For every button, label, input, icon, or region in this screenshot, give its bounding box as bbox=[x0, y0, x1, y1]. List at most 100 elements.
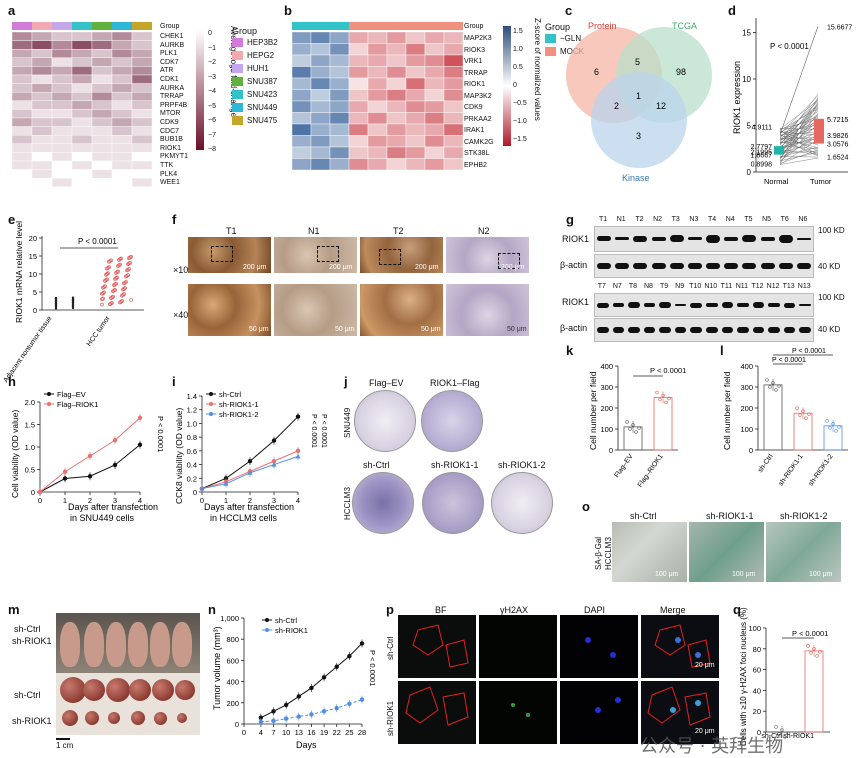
data-point bbox=[113, 277, 117, 281]
d-pvalue: P < 0.0001 bbox=[770, 42, 809, 51]
f-col-label: N1 bbox=[308, 226, 320, 236]
panel-letter-m: m bbox=[8, 602, 20, 617]
blot-band bbox=[721, 327, 734, 333]
heatmap-cell bbox=[91, 177, 113, 187]
legend-marker bbox=[209, 392, 213, 396]
tick-label: 1 bbox=[63, 496, 67, 505]
data-point bbox=[828, 426, 832, 430]
heatmap-cell bbox=[111, 66, 133, 76]
data-point bbox=[818, 650, 822, 654]
blot-band bbox=[690, 327, 702, 333]
data-point bbox=[661, 393, 665, 398]
gene-label: MTOR bbox=[160, 110, 181, 118]
lane-label: T8 bbox=[628, 283, 637, 290]
q-pvalue: P < 0.0001 bbox=[792, 629, 828, 638]
pair-line bbox=[779, 157, 819, 165]
heatmap-cell bbox=[405, 77, 426, 90]
gene-label: PKMYT1 bbox=[160, 153, 189, 161]
gene-label: PLK4 bbox=[160, 170, 178, 178]
heatmap-cell bbox=[31, 134, 53, 144]
heatmap-cell bbox=[291, 66, 312, 79]
gene-label: RIOK3 bbox=[464, 46, 486, 54]
heatmap-cell bbox=[51, 143, 73, 153]
tick-label: 100 bbox=[600, 425, 613, 434]
p-row-label: sh-RIOK1 bbox=[386, 700, 395, 736]
heatmap-cell bbox=[291, 77, 312, 90]
venn-protein-label: Protein bbox=[588, 21, 617, 31]
legend-swatch bbox=[232, 90, 243, 99]
legend-label: SNU387 bbox=[247, 77, 278, 86]
tick-label: 0 bbox=[193, 488, 197, 497]
pair-line bbox=[779, 116, 819, 133]
data-point bbox=[825, 419, 829, 423]
heatmap-cell bbox=[51, 83, 73, 93]
heatmap-cell bbox=[443, 158, 464, 171]
tick-label: 40 bbox=[753, 686, 761, 695]
lane-label: N2 bbox=[653, 216, 663, 223]
i-pvalue: P < 0.0001 bbox=[310, 414, 317, 448]
lane-label: N3 bbox=[689, 216, 699, 223]
heatmap-cell bbox=[31, 169, 53, 179]
heatmap-cell bbox=[111, 49, 133, 59]
lane-label: N10 bbox=[704, 283, 718, 290]
data-point bbox=[122, 281, 126, 286]
data-point bbox=[129, 298, 133, 302]
tick-label: 0.6 bbox=[187, 447, 197, 456]
heatmap-cell bbox=[329, 54, 350, 67]
data-point bbox=[347, 653, 352, 659]
blot-band bbox=[742, 235, 757, 242]
p-col-label: γH2AX bbox=[500, 605, 529, 615]
heatmap-cell bbox=[348, 123, 369, 136]
lane-label: N1 bbox=[616, 216, 626, 223]
m-label: sh-RIOK1 bbox=[12, 636, 52, 646]
tumor-value-label: 3.9826 bbox=[827, 133, 849, 140]
heatmap-cell bbox=[443, 89, 464, 102]
blot-band bbox=[597, 263, 612, 269]
tick-label: 0 bbox=[747, 168, 752, 177]
heatmap-cell bbox=[443, 54, 464, 67]
o-col-label: sh-RIOK1-2 bbox=[780, 511, 828, 521]
group-color-cell bbox=[425, 22, 444, 30]
lane-label: T6 bbox=[780, 216, 789, 223]
data-point bbox=[112, 283, 116, 288]
heatmap-cell bbox=[131, 152, 153, 162]
heatmap-cell bbox=[310, 54, 331, 67]
ihc-image-t2-x10 bbox=[360, 237, 443, 273]
box-tumor bbox=[814, 118, 824, 144]
mouse bbox=[60, 622, 80, 667]
tumor bbox=[62, 710, 78, 726]
heatmap-cell bbox=[386, 54, 407, 67]
heatmap-cell bbox=[405, 89, 426, 102]
lane-label: N5 bbox=[762, 216, 772, 223]
heatmap-cell bbox=[71, 126, 93, 136]
legend-b-title: Group bbox=[545, 22, 571, 32]
sa-gal-image bbox=[612, 522, 687, 582]
legend-label: HEP3B2 bbox=[247, 38, 278, 47]
g-protein-label: β-actin bbox=[560, 260, 588, 270]
ihc-image-t1-x40 bbox=[188, 284, 271, 336]
data-point bbox=[114, 271, 118, 275]
j-top-label: Flag–EV bbox=[369, 378, 404, 388]
lane-label: N13 bbox=[797, 283, 811, 290]
heatmap-cell bbox=[348, 66, 369, 79]
panel-letter-f: f bbox=[172, 212, 177, 227]
colony-dish bbox=[422, 472, 484, 534]
tick-label: 100 bbox=[740, 425, 753, 434]
colorbar-tick: −4 bbox=[208, 88, 216, 95]
data-point bbox=[631, 423, 635, 427]
heatmap-cell bbox=[443, 123, 464, 136]
gene-label: CDC7 bbox=[160, 127, 180, 135]
lane-label: N12 bbox=[766, 283, 780, 290]
group-color-cell bbox=[444, 22, 463, 30]
f-col-label: T1 bbox=[226, 226, 237, 236]
tick-label: 2.0 bbox=[25, 398, 35, 407]
data-point bbox=[628, 427, 632, 431]
blot-band bbox=[778, 263, 793, 269]
heatmap-cell bbox=[11, 100, 33, 110]
i-ylabel: CCK8 viability (OD value) bbox=[174, 407, 184, 504]
o-col-label: sh-Ctrl bbox=[630, 511, 657, 521]
heatmap-cell bbox=[71, 31, 93, 41]
group-color-cell bbox=[387, 22, 406, 30]
l-ylabel: Cell number per field bbox=[722, 371, 732, 450]
tick-label: 300 bbox=[600, 383, 613, 392]
